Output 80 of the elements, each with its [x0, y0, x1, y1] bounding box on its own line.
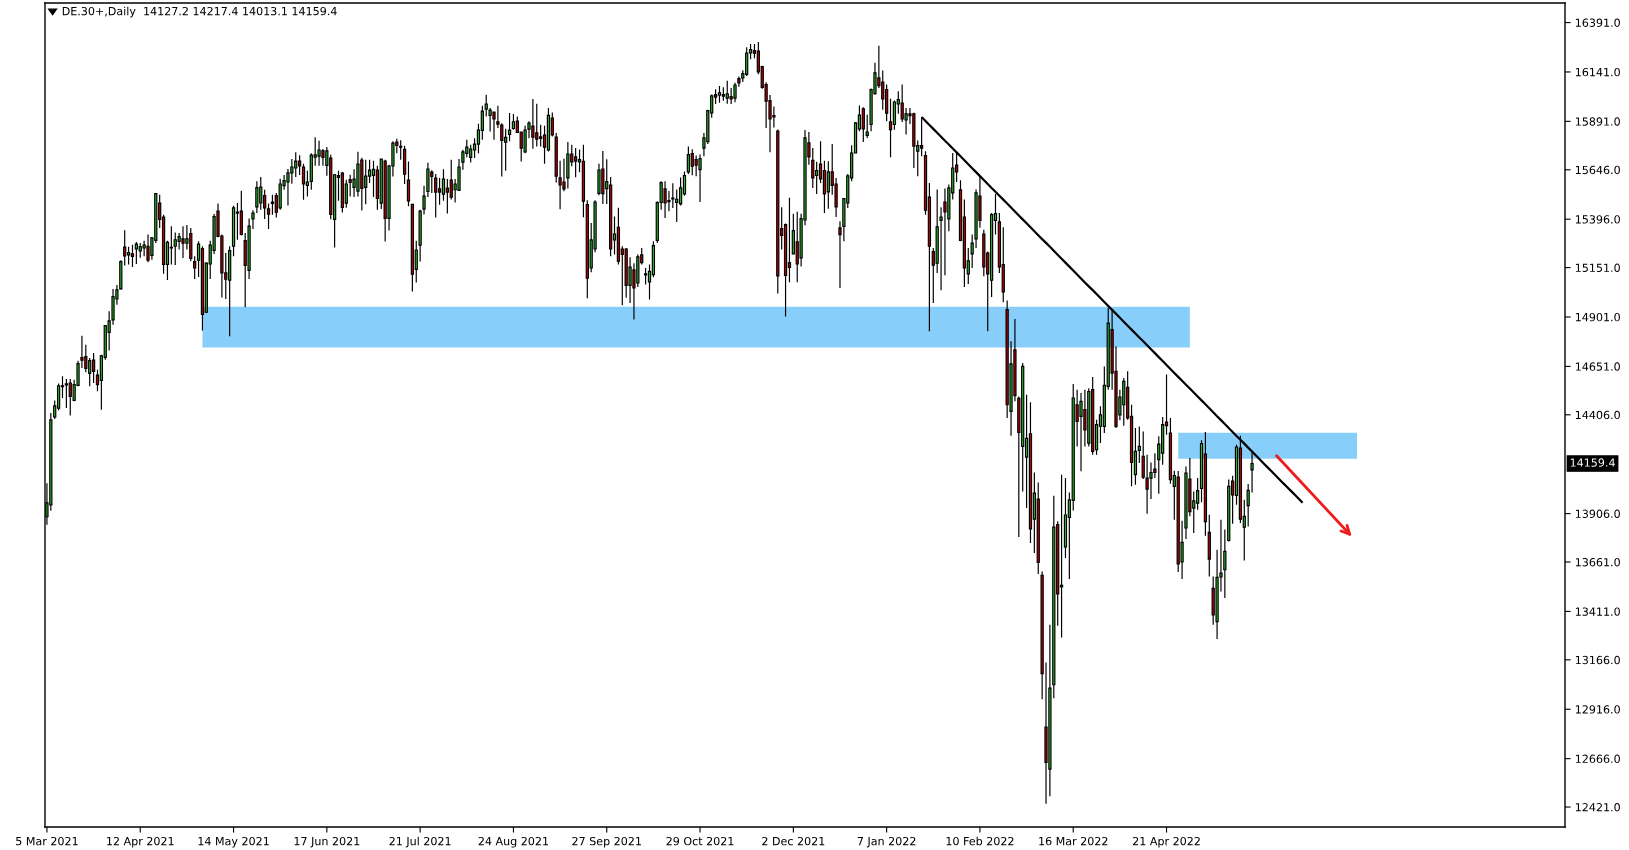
candlestick	[189, 227, 193, 262]
candlestick	[1227, 479, 1231, 543]
candlestick	[410, 203, 415, 293]
candlestick	[1203, 431, 1208, 537]
candlestick	[888, 98, 893, 158]
candlestick	[663, 180, 667, 219]
y-tick-label: 13906.0	[1575, 509, 1620, 518]
candlestick	[317, 140, 321, 167]
candlestick	[91, 352, 96, 384]
y-tick-label: 12421.0	[1575, 803, 1620, 812]
y-tick-label: 15396.0	[1575, 215, 1620, 224]
candlestick	[574, 147, 578, 178]
candlestick	[1059, 474, 1064, 639]
y-tick-label: 14406.0	[1575, 410, 1620, 420]
candlestick	[173, 231, 177, 266]
x-tick-label: 14 May 2021	[198, 836, 269, 848]
candlestick	[511, 113, 516, 131]
candlestick	[776, 128, 780, 295]
candlestick	[698, 153, 702, 203]
x-tick-label: 24 Aug 2021	[478, 836, 548, 848]
y-tick-label: 16141.0	[1575, 67, 1620, 77]
candlestick	[68, 378, 72, 417]
candlestick	[690, 148, 694, 176]
candlestick	[402, 145, 407, 185]
candlestick	[601, 150, 605, 205]
candlestick	[406, 160, 411, 207]
candlestick	[585, 199, 589, 299]
candlestick	[200, 245, 205, 332]
x-tick-label: 10 Feb 2022	[946, 836, 1014, 846]
candlestick	[193, 255, 197, 280]
candlestick	[725, 80, 729, 105]
y-tick-label: 13661.0	[1575, 557, 1620, 567]
candlestick	[1091, 376, 1095, 456]
candlestick	[239, 190, 243, 237]
y-tick-label: 12916.0	[1575, 705, 1620, 714]
x-tick-label: 16 Mar 2022	[1039, 836, 1108, 846]
x-tick-label: 27 Sep 2021	[572, 836, 641, 848]
y-tick-label: 14651.0	[1575, 362, 1620, 371]
y-tick-label: 13166.0	[1575, 655, 1620, 665]
x-tick-label: 17 Jun 2021	[294, 836, 360, 848]
candlestick	[795, 211, 799, 283]
candlestick	[492, 110, 496, 141]
y-tick-label: 13411.0	[1575, 607, 1620, 616]
x-tick-label: 2 Dec 2021	[762, 836, 825, 846]
x-tick-label: 21 Apr 2022	[1133, 836, 1200, 848]
x-tick-label: 12 Apr 2021	[107, 836, 174, 848]
candlestick	[146, 234, 150, 263]
candlestick	[434, 173, 438, 218]
candlestick	[861, 106, 865, 143]
x-tick-label: 5 Mar 2021	[16, 836, 78, 846]
candlestick	[228, 245, 232, 337]
candlestick	[566, 141, 570, 190]
candlestick	[134, 241, 138, 265]
chart-title: DE.30+,Daily 14127.2 14217.4 14013.1 14159.4	[62, 6, 337, 18]
candlestick	[686, 145, 691, 175]
candlestick	[581, 144, 586, 218]
candlestick	[270, 194, 275, 216]
candlestick	[181, 225, 185, 259]
candlestick	[383, 159, 387, 243]
candlestick	[231, 205, 236, 257]
candlestick	[717, 85, 722, 104]
candlestick	[531, 98, 535, 150]
candlestick	[399, 139, 403, 161]
x-tick-label: 21 Jul 2021	[389, 836, 451, 848]
candlestick	[1079, 392, 1083, 472]
x-tick-label: 7 Jan 2022	[857, 836, 916, 848]
y-tick-label: 15646.0	[1575, 165, 1620, 175]
candlestick	[507, 112, 512, 142]
candlestick	[130, 244, 135, 268]
y-tick-label: 15891.0	[1575, 117, 1620, 126]
candlestick	[340, 171, 345, 214]
y-tick-label: 16391.0	[1575, 18, 1620, 27]
candlestick	[1207, 514, 1211, 578]
y-tick-label: 15151.0	[1575, 263, 1620, 272]
candlestick	[1137, 425, 1141, 464]
y-tick-label: 14901.0	[1575, 312, 1620, 322]
candlestick	[535, 103, 539, 148]
y-tick-label: 12666.0	[1575, 754, 1620, 764]
x-tick-label: 29 Oct 2021	[666, 836, 734, 846]
text: 14159.4	[1570, 458, 1615, 467]
